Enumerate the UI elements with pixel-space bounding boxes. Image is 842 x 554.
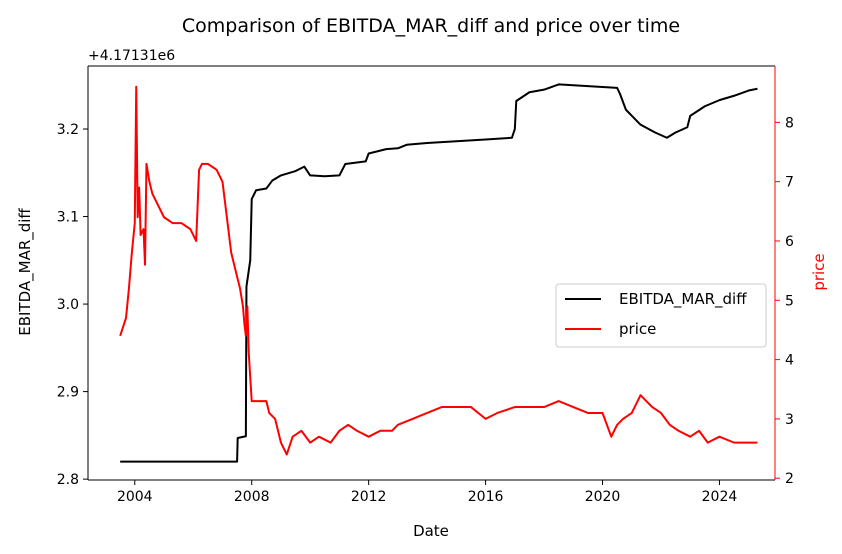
y-left-tick-label: 2.8 [57, 472, 79, 488]
y-left-tick-label: 2.9 [57, 385, 79, 401]
legend-label-ebitda: EBITDA_MAR_diff [619, 290, 747, 309]
ticks: 2004 2008 2012 2016 2020 2024 2.8 2.9 3.0 3.1 3.2 2… [57, 115, 794, 505]
legend: EBITDA_MAR_diff price [555, 283, 767, 348]
axes [87, 65, 776, 481]
y-right-axis-label: price [810, 253, 828, 290]
legend-label-price: price [619, 320, 656, 338]
y-right-tick-label: 4 [785, 353, 794, 369]
y-right-tick-label: 5 [785, 293, 794, 309]
y-left-tick-label: 3.2 [57, 122, 79, 138]
x-tick-label: 2020 [585, 489, 621, 505]
y-left-axis-label: EBITDA_MAR_diff [16, 208, 35, 336]
plot-lines [119, 83, 758, 463]
y-offset-text: +4.17131e6 [88, 48, 175, 64]
y-right-tick-label: 8 [785, 115, 794, 131]
y-right-tick-label: 6 [785, 234, 794, 250]
x-tick-label: 2016 [468, 489, 504, 505]
y-right-tick-label: 2 [785, 471, 794, 487]
y-right-tick-label: 7 [785, 175, 794, 191]
x-tick-label: 2012 [351, 489, 387, 505]
series-line-price [119, 85, 758, 456]
series-line-ebitda [120, 83, 758, 463]
y-left-tick-label: 3.1 [57, 210, 79, 226]
x-tick-label: 2024 [702, 489, 738, 505]
x-tick-label: 2004 [117, 489, 153, 505]
y-right-tick-label: 3 [785, 412, 794, 428]
y-left-tick-label: 3.0 [57, 297, 79, 313]
x-tick-label: 2008 [234, 489, 270, 505]
legend-frame [555, 283, 767, 348]
chart-title: Comparison of EBITDA_MAR_diff and price … [182, 15, 680, 37]
x-axis-label: Date [413, 522, 449, 540]
